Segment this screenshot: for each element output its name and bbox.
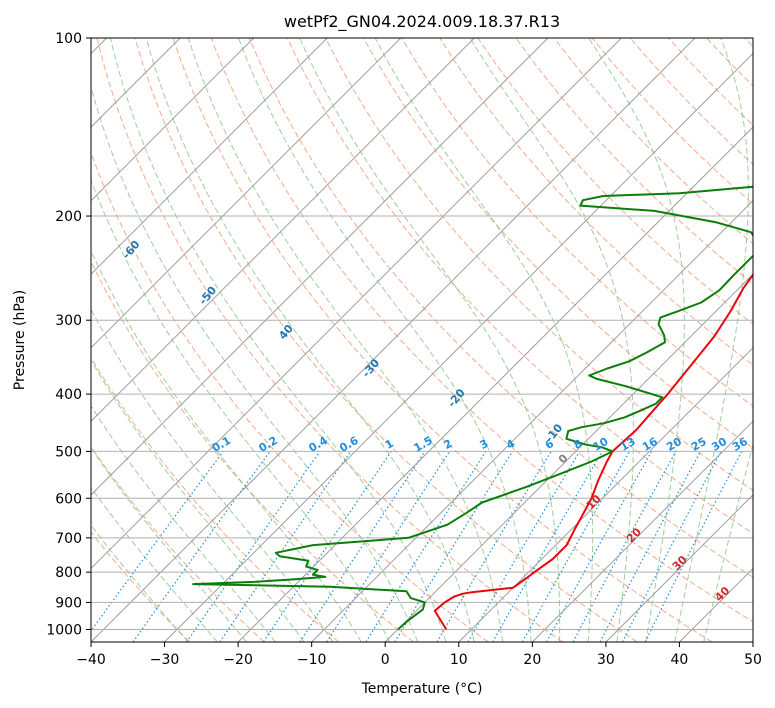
moist-adiabat	[374, 38, 594, 642]
mixing-ratio-line	[326, 451, 451, 642]
dry-adiabat	[91, 151, 489, 642]
background-lines	[91, 38, 753, 642]
y-tick-label: 400	[55, 387, 82, 403]
moist-adiabat	[91, 178, 390, 642]
moist-adiabat	[91, 85, 419, 642]
moist-adiabat	[299, 38, 561, 642]
dry-adiabat	[91, 531, 191, 642]
y-tick-label: 300	[55, 313, 82, 329]
isotherm	[531, 420, 753, 642]
x-tick-label: −10	[297, 652, 327, 668]
dry-adiabat	[248, 38, 753, 578]
isotherm	[605, 494, 753, 642]
mixing-ratio-line	[394, 451, 513, 642]
isotherm	[311, 199, 753, 642]
isotherm	[91, 38, 255, 202]
x-tick-label: 40	[671, 652, 689, 668]
dewpoint-line	[192, 185, 753, 631]
y-tick-label: 1000	[46, 622, 82, 638]
isotherm	[164, 52, 753, 642]
moist-adiabat	[588, 38, 685, 642]
y-tick-label: 800	[55, 565, 82, 581]
isotherm	[91, 38, 402, 349]
x-tick-label: 50	[744, 652, 762, 668]
x-tick-label: −30	[150, 652, 180, 668]
mixing-ratio-line	[262, 451, 392, 642]
y-axis-title: Pressure (hPa)	[12, 290, 28, 390]
isotherm	[237, 126, 753, 642]
dry-adiabat	[91, 356, 340, 642]
dry-adiabat	[91, 445, 265, 642]
moist-adiabat	[91, 447, 247, 642]
x-axis-title: Temperature (°C)	[361, 681, 483, 697]
moist-adiabat	[674, 38, 749, 642]
y-tick-label: 500	[55, 444, 82, 460]
y-tick-label: 900	[55, 595, 82, 611]
isotherm	[91, 38, 475, 423]
isotherm	[91, 38, 696, 642]
isotherm	[458, 347, 753, 642]
temperature-line	[433, 272, 753, 631]
data-lines	[192, 185, 753, 631]
mixing-ratio-line	[91, 451, 224, 632]
y-tick-label: 100	[55, 31, 82, 47]
isotherm	[91, 38, 549, 496]
isotherm	[91, 38, 328, 275]
mixing-ratio-line	[219, 451, 352, 642]
isotherm	[91, 38, 622, 570]
mixing-ratio-line	[521, 451, 631, 642]
dry-adiabat	[325, 38, 753, 492]
mixing-ratio-line	[186, 451, 321, 642]
moist-adiabat	[145, 38, 475, 642]
moist-adiabat	[109, 38, 447, 642]
x-tick-label: 30	[597, 652, 615, 668]
mixing-ratio-line	[546, 451, 653, 642]
dry-adiabat	[439, 38, 753, 366]
dry-adiabat	[134, 38, 638, 642]
moist-adiabat	[91, 359, 305, 642]
x-tick-label: 10	[450, 652, 468, 668]
y-tick-label: 600	[55, 491, 82, 507]
plot-frame	[90, 37, 754, 643]
y-tick-label: 700	[55, 531, 82, 547]
dry-adiabat	[401, 38, 753, 407]
y-tick-label: 200	[55, 209, 82, 225]
x-tick-label: 0	[381, 652, 390, 668]
x-tick-label: 20	[523, 652, 541, 668]
dry-adiabat	[515, 38, 753, 285]
chart-title: wetPf2_GN04.2024.009.18.37.R13	[284, 12, 560, 32]
mixing-ratio-line	[299, 451, 426, 642]
dry-adiabat	[210, 38, 753, 623]
axes: −40 −30 −20 −10 0 10 20 30 40 50 100 200 300 400 500 60…	[46, 31, 762, 668]
x-tick-label: −20	[223, 652, 253, 668]
mixing-ratio-line	[644, 451, 743, 642]
dry-adiabat	[96, 38, 563, 642]
isotherm	[384, 273, 753, 642]
moist-adiabat	[91, 524, 189, 642]
moist-adiabat	[91, 405, 276, 642]
mixing-ratio-line	[572, 451, 677, 642]
moist-adiabat	[91, 486, 218, 642]
x-tick-label: −40	[76, 652, 106, 668]
